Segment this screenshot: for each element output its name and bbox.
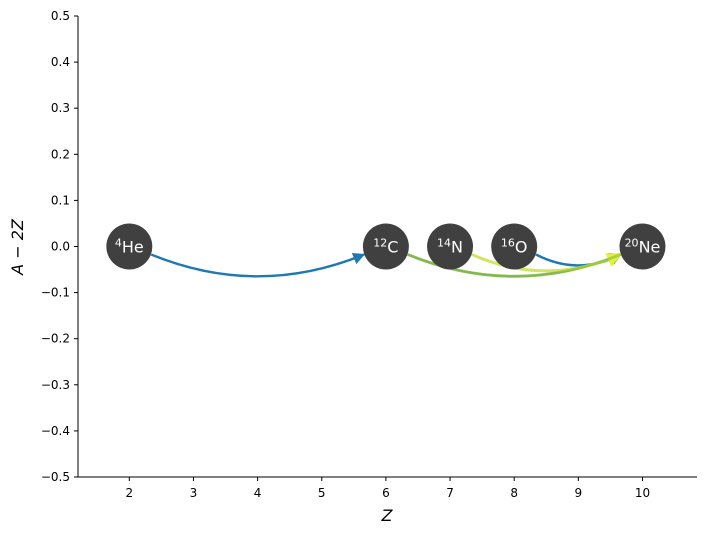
nucleus-label: 12C <box>373 237 398 257</box>
x-tick-label: 10 <box>635 486 650 500</box>
y-tick-label: 0.1 <box>51 193 70 207</box>
y-tick-label: −0.4 <box>41 424 70 438</box>
mass-number: 16 <box>501 237 515 250</box>
x-tick-label: 4 <box>254 486 262 500</box>
x-tick-label: 3 <box>190 486 198 500</box>
mass-number: 4 <box>115 237 122 250</box>
y-tick-label: 0.2 <box>51 147 70 161</box>
reaction-link <box>150 253 366 278</box>
element-symbol: C <box>387 238 398 257</box>
nucleus-label: 20Ne <box>625 237 661 257</box>
y-tick-label: −0.2 <box>41 332 70 346</box>
y-tick-label: 0.3 <box>51 101 70 115</box>
nucleus-circle <box>106 223 153 270</box>
reaction-links <box>150 253 623 278</box>
nucleus-node: 14N <box>427 223 474 270</box>
y-tick-label: 0.0 <box>51 240 70 254</box>
nucleus-circle <box>491 223 538 270</box>
nucleus-node: 4He <box>106 223 153 270</box>
element-symbol: Ne <box>639 238 661 257</box>
x-tick-label: 8 <box>510 486 518 500</box>
y-axis-title: A − 2Z <box>8 218 27 276</box>
nucleus-node: 16O <box>491 223 538 270</box>
nucleus-label: 16O <box>501 237 528 257</box>
nucleus-circle <box>427 223 474 270</box>
x-axis-title: Z <box>381 506 394 525</box>
mass-number: 14 <box>437 237 451 250</box>
reaction-link <box>407 253 622 278</box>
nucleus-label: 4He <box>115 237 144 257</box>
nucleus-node: 12C <box>362 223 409 270</box>
element-symbol: N <box>451 238 463 257</box>
y-tick-label: 0.5 <box>51 9 70 23</box>
x-tick-label: 5 <box>318 486 326 500</box>
mass-number: 20 <box>625 237 639 250</box>
nucleus-circle <box>619 223 666 270</box>
nucleus-label: 14N <box>437 237 463 257</box>
element-symbol: O <box>515 238 528 257</box>
y-tick-label: 0.4 <box>51 55 70 69</box>
y-tick-label: −0.3 <box>41 378 70 392</box>
nucleus-circle <box>362 223 409 270</box>
axes: 2 3 4 5 6 7 8 9 10 −0.5 −0.4 −0.3 −0.2 −0.1 0.0 0.1 0.2 0… <box>41 9 697 500</box>
nucleus-nodes: 4He 12C 14N 16O 20Ne <box>106 223 666 270</box>
x-tick-label: 7 <box>446 486 454 500</box>
y-tick-label: −0.1 <box>41 286 70 300</box>
x-tick-label: 9 <box>575 486 583 500</box>
x-tick-label: 2 <box>125 486 133 500</box>
element-symbol: He <box>122 238 144 257</box>
y-tick-label: −0.5 <box>41 470 70 484</box>
x-tick-label: 6 <box>382 486 390 500</box>
mass-number: 12 <box>373 237 387 250</box>
nucleus-node: 20Ne <box>619 223 666 270</box>
